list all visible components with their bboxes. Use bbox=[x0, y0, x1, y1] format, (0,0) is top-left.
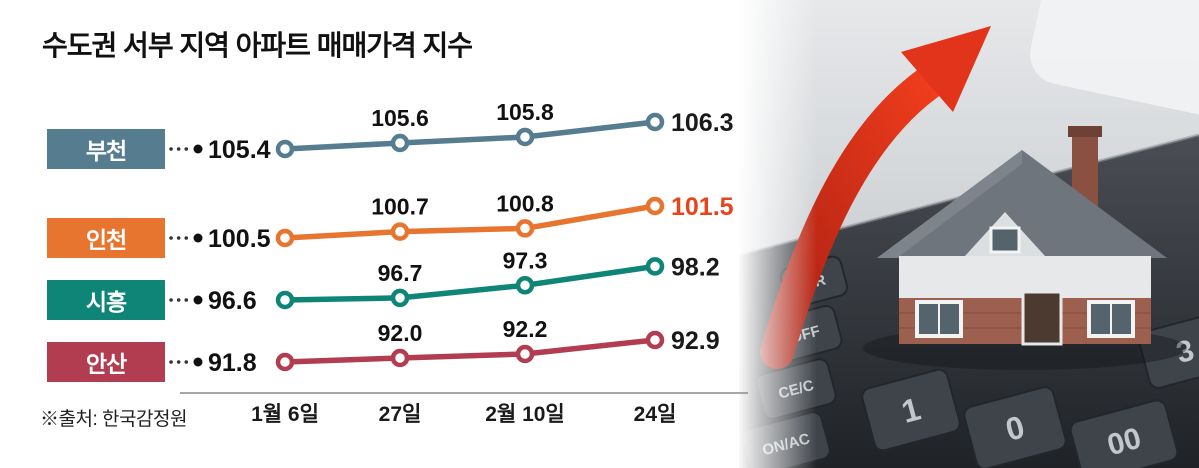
value-label: 100.8 bbox=[496, 190, 554, 216]
data-point bbox=[515, 276, 535, 295]
data-point bbox=[645, 330, 665, 350]
gable-window bbox=[989, 226, 1021, 254]
legend-box-3: 시흥 bbox=[47, 280, 165, 320]
first-value-label: 91.8 bbox=[208, 349, 257, 377]
data-point bbox=[275, 228, 295, 248]
first-value-label: 105.4 bbox=[208, 136, 271, 164]
x-tick-label: 27일 bbox=[379, 403, 422, 426]
data-point bbox=[275, 352, 295, 372]
data-point bbox=[515, 344, 535, 364]
leader-dot bbox=[193, 233, 203, 243]
house-illustration bbox=[877, 126, 1167, 346]
source-note: ※출처: 한국감정원 bbox=[40, 409, 187, 430]
data-point bbox=[515, 219, 535, 238]
data-point bbox=[645, 112, 665, 132]
chimney-cap bbox=[1068, 126, 1102, 137]
series-line bbox=[282, 337, 658, 365]
value-label: 92.0 bbox=[378, 320, 423, 346]
legend-box-2: 인천 bbox=[47, 218, 165, 258]
data-point bbox=[515, 127, 535, 147]
front-door bbox=[1021, 290, 1063, 346]
data-point bbox=[390, 348, 410, 368]
legend-box-4: 안산 bbox=[47, 342, 165, 382]
data-point bbox=[390, 133, 410, 153]
value-label: 100.7 bbox=[371, 194, 429, 220]
main-roof bbox=[877, 150, 1167, 258]
series-line bbox=[282, 203, 658, 241]
value-label: 92.2 bbox=[503, 316, 548, 342]
calculator-key: 1 bbox=[861, 368, 961, 452]
calculator-key: 0 bbox=[963, 386, 1067, 468]
x-tick-label: 24일 bbox=[634, 403, 677, 426]
data-point bbox=[275, 290, 295, 310]
legend-box-1: 부천 bbox=[47, 129, 165, 169]
roof-highlight bbox=[877, 150, 1022, 258]
series-line bbox=[282, 119, 658, 152]
x-tick-label: 2월 10일 bbox=[485, 403, 565, 426]
calculator-key: 00 bbox=[1069, 399, 1179, 468]
value-label: 97.3 bbox=[503, 247, 548, 273]
last-value-label: 92.9 bbox=[671, 327, 720, 355]
line-chart: 1월 6일 27일 2월 10일 24일 105.4 105.6 105.8 106.3 100… bbox=[169, 99, 748, 426]
value-label: 96.7 bbox=[378, 260, 423, 286]
last-value-label: 106.3 bbox=[671, 109, 734, 137]
x-tick-label: 1월 6일 bbox=[251, 403, 319, 426]
first-value-label: 100.5 bbox=[208, 225, 271, 253]
data-point bbox=[645, 196, 665, 216]
leader-dot bbox=[193, 295, 203, 305]
value-label: 105.8 bbox=[496, 99, 554, 125]
last-value-label: 101.5 bbox=[671, 193, 734, 221]
leader-dot bbox=[193, 357, 203, 367]
value-label: 105.6 bbox=[371, 105, 429, 131]
last-value-label: 98.2 bbox=[671, 253, 720, 281]
data-point bbox=[275, 139, 295, 159]
data-point bbox=[390, 288, 410, 308]
calculator-edge-highlight bbox=[1030, 0, 1199, 120]
series-line bbox=[282, 263, 658, 303]
data-point bbox=[390, 222, 410, 241]
calculator-key: 3 bbox=[1137, 313, 1199, 389]
leader-dot bbox=[193, 144, 203, 154]
data-point bbox=[645, 257, 665, 276]
first-value-label: 96.6 bbox=[208, 287, 257, 315]
chart-title: 수도권 서부 지역 아파트 매매가격 지수 bbox=[42, 30, 473, 61]
